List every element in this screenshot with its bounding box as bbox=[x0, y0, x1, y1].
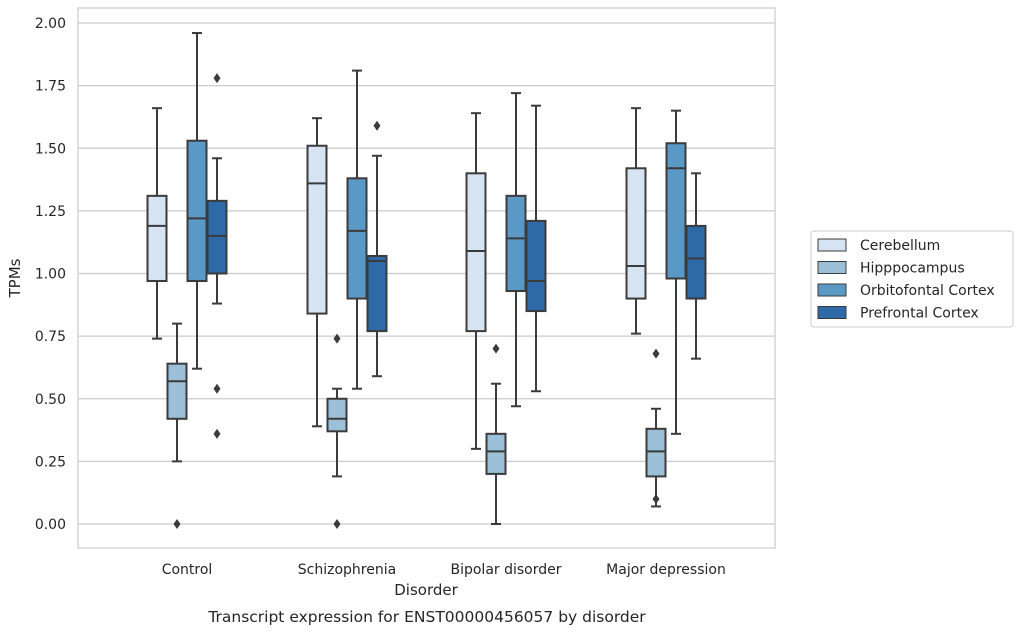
box-2-3 bbox=[665, 109, 687, 435]
box-iqr bbox=[465, 172, 487, 333]
box-iqr bbox=[505, 194, 527, 293]
box-3-2 bbox=[525, 104, 547, 393]
x-axis-label: Disorder bbox=[394, 581, 458, 599]
box-1-1 bbox=[326, 333, 348, 529]
y-tick-label: 1.00 bbox=[35, 267, 66, 283]
legend-swatch bbox=[817, 283, 847, 297]
legend-label: Hipppocampus bbox=[860, 261, 965, 277]
legend-label: Cerebellum bbox=[860, 238, 940, 254]
legend-swatch bbox=[817, 306, 847, 319]
y-tick-label: 0.00 bbox=[35, 517, 66, 533]
y-tick-label: 0.25 bbox=[35, 454, 66, 470]
box-3-1 bbox=[366, 120, 388, 378]
box-0-1 bbox=[306, 117, 328, 428]
box-0-3 bbox=[625, 107, 647, 335]
y-axis-label: TPMs bbox=[6, 258, 24, 298]
outlier-point bbox=[373, 120, 381, 131]
outlier-point bbox=[213, 383, 221, 394]
box-0-2 bbox=[465, 112, 487, 450]
legend: Cerebellum Hipppocampus Orbitofontal Corte… bbox=[810, 230, 1014, 328]
box-iqr bbox=[485, 432, 507, 475]
y-tick-label: 0.75 bbox=[35, 329, 66, 345]
legend-label: Prefrontal Cortex bbox=[860, 306, 979, 322]
outlier-point bbox=[652, 493, 660, 504]
y-tick-label: 1.50 bbox=[35, 141, 66, 157]
legend-label: Orbitofontal Cortex bbox=[860, 283, 995, 299]
x-tick-label: Schizophrenia bbox=[298, 562, 396, 578]
box-iqr bbox=[665, 142, 687, 280]
box-iqr bbox=[645, 427, 667, 478]
box-iqr bbox=[625, 167, 647, 300]
outlier-point bbox=[333, 333, 341, 344]
box-iqr bbox=[166, 362, 188, 420]
y-tick-label: 0.50 bbox=[35, 392, 66, 408]
box-1-0 bbox=[166, 322, 188, 529]
box-iqr bbox=[525, 219, 547, 313]
legend-frame bbox=[810, 230, 1014, 328]
y-tick-label: 1.75 bbox=[35, 79, 66, 95]
outlier-point bbox=[173, 519, 181, 529]
x-axis-ticks: Control Schizophrenia Bipolar disorder Majo… bbox=[162, 562, 726, 578]
y-tick-label: 2.00 bbox=[35, 16, 66, 32]
box-1-3 bbox=[645, 348, 667, 508]
box-3-0 bbox=[206, 73, 228, 439]
box-iqr bbox=[346, 177, 368, 300]
y-axis-ticks: 0.00 0.25 0.50 0.75 1.00 1.25 1.50 1.75 2.00 bbox=[35, 16, 66, 533]
x-tick-label: Control bbox=[162, 562, 213, 578]
box-iqr bbox=[186, 139, 208, 283]
chart-caption: Transcript expression for ENST0000045605… bbox=[207, 608, 646, 626]
legend-swatch bbox=[817, 238, 847, 252]
box-series bbox=[146, 32, 707, 529]
box-3-3 bbox=[685, 172, 707, 360]
box-iqr bbox=[326, 397, 348, 433]
x-tick-label: Major depression bbox=[606, 562, 726, 578]
box-iqr bbox=[366, 254, 388, 333]
box-0-0 bbox=[146, 107, 168, 340]
outlier-point bbox=[492, 343, 500, 354]
plot-area-frame bbox=[77, 7, 776, 549]
outlier-point bbox=[213, 73, 221, 84]
box-1-2 bbox=[485, 343, 507, 525]
outlier-point bbox=[213, 428, 221, 439]
legend-swatch bbox=[817, 261, 847, 274]
y-tick-label: 1.25 bbox=[35, 204, 66, 220]
x-tick-label: Bipolar disorder bbox=[450, 562, 561, 578]
box-2-1 bbox=[346, 69, 368, 390]
outlier-point bbox=[652, 348, 660, 359]
outlier-point bbox=[333, 519, 341, 529]
box-iqr bbox=[685, 224, 707, 300]
box-iqr bbox=[206, 199, 228, 275]
box-iqr bbox=[146, 194, 168, 283]
grid-lines bbox=[78, 22, 775, 525]
box-iqr bbox=[306, 144, 328, 315]
